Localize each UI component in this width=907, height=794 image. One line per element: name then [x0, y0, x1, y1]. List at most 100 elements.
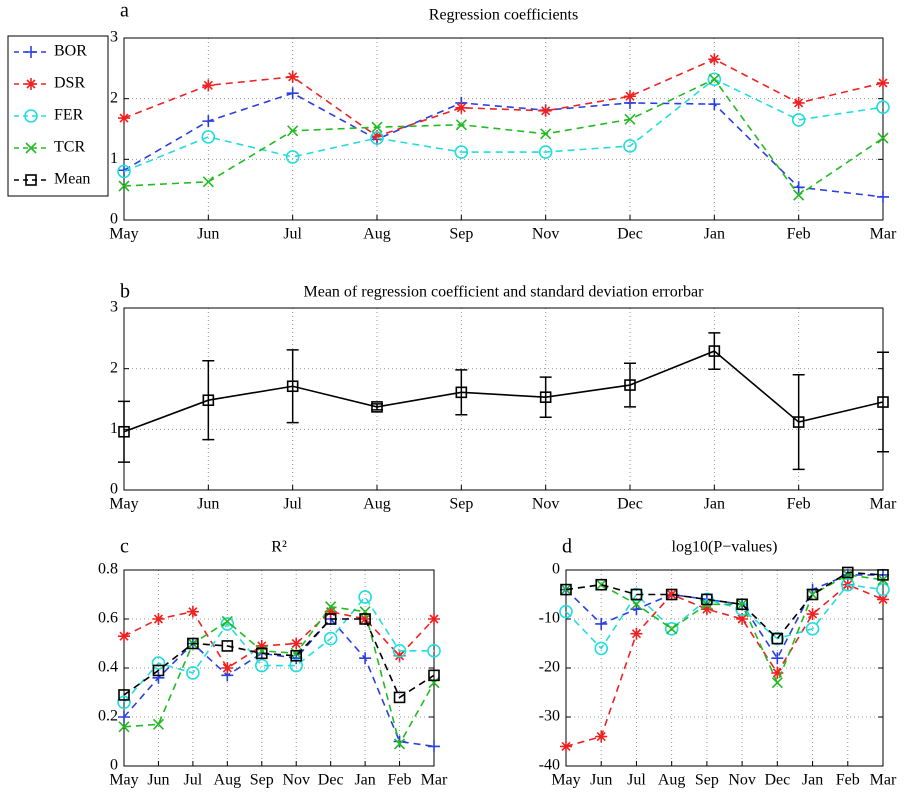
marker — [792, 416, 805, 428]
x-tick-label: Aug — [363, 226, 391, 243]
legend-label: BOR — [54, 43, 87, 60]
marker — [324, 605, 337, 618]
x-tick-label: Aug — [658, 772, 686, 789]
y-tick-label: -20 — [539, 659, 560, 676]
series-line — [123, 78, 884, 173]
marker — [560, 583, 572, 596]
x-tick-label: Feb — [787, 496, 811, 513]
x-tick-label: Jul — [627, 772, 646, 789]
marker — [221, 662, 234, 674]
marker — [371, 121, 383, 133]
x-tick-label: Mar — [870, 772, 897, 789]
x-tick-label: Dec — [318, 772, 344, 789]
x-tick-label: Jun — [590, 772, 612, 789]
series-line — [123, 610, 435, 670]
chart-title: Mean of regression coefficient and stand… — [304, 284, 705, 301]
panel-label: a — [120, 0, 129, 22]
marker — [118, 112, 130, 125]
x-tick-label: May — [109, 496, 138, 513]
x-tick-label: Jan — [354, 772, 375, 789]
marker — [454, 145, 469, 159]
marker — [771, 677, 783, 689]
marker — [771, 652, 784, 665]
marker — [806, 608, 819, 621]
x-tick-label: Nov — [532, 496, 560, 513]
series-line — [123, 605, 435, 747]
marker — [664, 621, 679, 636]
marker — [202, 394, 215, 407]
x-tick-label: Mar — [421, 772, 448, 789]
marker — [187, 637, 199, 650]
y-tick-label: -30 — [539, 708, 560, 725]
y-tick-label: -10 — [539, 610, 560, 627]
chart-title: R² — [271, 539, 287, 556]
marker — [701, 593, 713, 606]
marker — [595, 617, 608, 630]
marker — [359, 613, 371, 625]
x-tick-label: Aug — [214, 772, 242, 789]
marker — [805, 621, 820, 636]
marker — [118, 425, 130, 438]
marker — [595, 730, 608, 743]
y-tick-label: 3 — [110, 29, 118, 46]
marker — [221, 640, 234, 652]
marker — [186, 605, 199, 618]
x-tick-label: Nov — [728, 772, 756, 789]
marker — [118, 180, 130, 192]
marker — [630, 627, 643, 640]
marker — [392, 644, 407, 658]
x-tick-label: Aug — [363, 496, 391, 513]
x-tick-label: Jan — [802, 772, 823, 789]
x-tick-label: Dec — [764, 772, 790, 789]
marker — [665, 588, 678, 601]
legend-label: FER — [54, 107, 84, 124]
x-tick-label: May — [109, 772, 138, 789]
marker — [540, 128, 552, 140]
marker — [255, 647, 268, 660]
marker — [118, 630, 130, 643]
marker — [201, 130, 216, 144]
marker — [359, 606, 371, 618]
marker — [287, 125, 299, 137]
marker — [538, 145, 553, 159]
x-tick-label: Sep — [250, 772, 274, 789]
marker — [202, 115, 215, 128]
x-tick-label: Sep — [449, 226, 473, 243]
series-line — [565, 583, 884, 748]
marker — [25, 78, 37, 90]
marker — [428, 613, 440, 625]
x-tick-label: Mar — [870, 226, 897, 243]
marker — [806, 588, 819, 601]
marker — [393, 649, 406, 662]
marker — [285, 150, 300, 164]
marker — [427, 644, 441, 658]
marker — [118, 711, 130, 723]
legend-label: Mean — [54, 171, 90, 188]
marker — [877, 569, 889, 581]
y-tick-label: 0 — [552, 561, 560, 578]
plot-frame — [123, 37, 884, 221]
marker — [455, 101, 468, 114]
marker — [152, 718, 165, 730]
marker — [539, 104, 552, 117]
marker — [708, 53, 721, 66]
x-tick-label: Sep — [449, 496, 473, 513]
marker — [359, 652, 372, 665]
marker — [255, 639, 268, 652]
marker — [559, 604, 573, 619]
marker — [202, 176, 214, 188]
marker — [118, 689, 130, 701]
x-tick-label: Mar — [870, 496, 897, 513]
marker — [428, 740, 440, 753]
marker — [539, 391, 552, 403]
marker — [595, 579, 607, 591]
marker — [623, 139, 637, 153]
x-tick-label: Feb — [787, 226, 811, 243]
x-tick-label: Sep — [695, 772, 719, 789]
marker — [325, 601, 337, 613]
series-line — [123, 92, 884, 198]
plot-frame — [123, 307, 884, 491]
marker — [25, 142, 37, 154]
